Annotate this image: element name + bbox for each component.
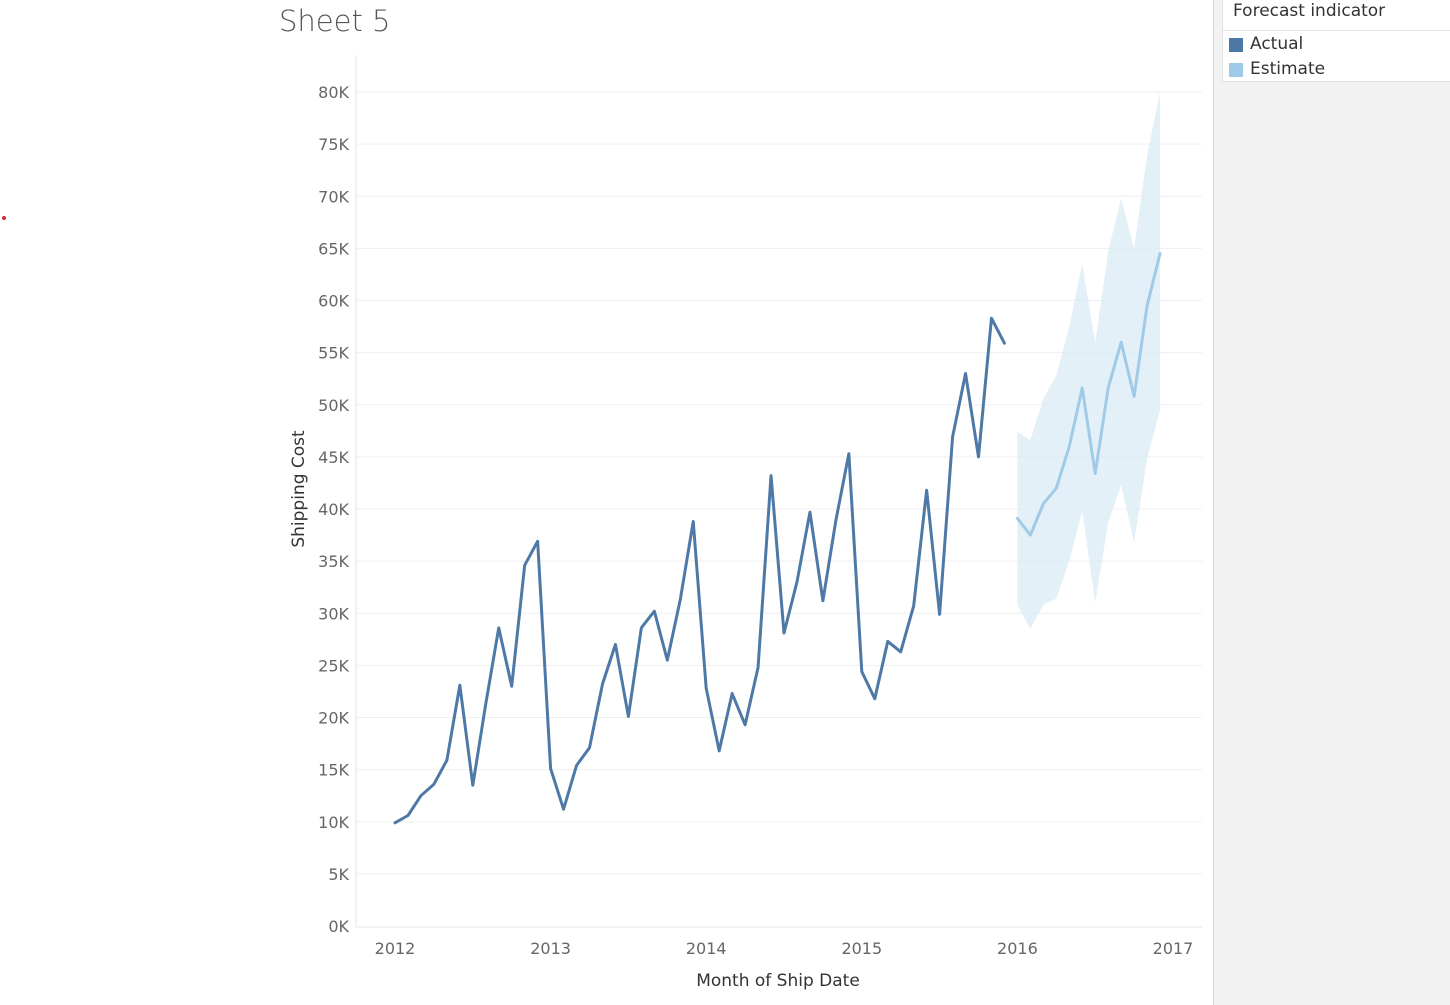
y-tick-label: 5K — [328, 865, 349, 884]
y-tick-label: 35K — [318, 552, 349, 571]
legend: Forecast indicator Actual Estimate — [1222, 0, 1450, 82]
y-tick-label: 25K — [318, 656, 349, 675]
y-tick-label: 15K — [318, 761, 349, 780]
x-tick-label: 2017 — [1153, 939, 1194, 958]
forecast-band — [1017, 92, 1161, 629]
right-sidebar — [1213, 0, 1450, 1005]
legend-title: Forecast indicator — [1233, 1, 1386, 21]
x-tick-label: 2016 — [997, 939, 1038, 958]
series-lines — [393, 252, 1162, 825]
y-tick-label: 65K — [318, 239, 349, 258]
legend-swatch-actual — [1229, 38, 1243, 52]
legend-label-estimate: Estimate — [1250, 59, 1326, 79]
x-axis-title: Month of Ship Date — [696, 971, 860, 991]
line-chart[interactable]: 0K 5K 10K 15K 20K 25K 30K 35K 40K 45K 50K 55K 60K 65K… — [0, 0, 1210, 1005]
y-tick-label: 30K — [318, 604, 349, 623]
y-tick-label: 50K — [318, 396, 349, 415]
y-axis-title: Shipping Cost — [289, 430, 309, 548]
series-line-actual[interactable] — [393, 316, 1006, 825]
x-tick-label: 2012 — [375, 939, 416, 958]
y-axis-ticks: 0K 5K 10K 15K 20K 25K 30K 35K 40K 45K 50K 55K 60K 65K… — [318, 83, 349, 936]
y-tick-label: 45K — [318, 448, 349, 467]
y-tick-label: 20K — [318, 709, 349, 728]
legend-swatch-estimate — [1229, 63, 1243, 77]
sheet-title: Sheet 5 — [279, 4, 391, 38]
x-tick-label: 2013 — [530, 939, 571, 958]
legend-divider — [1223, 30, 1450, 31]
x-axis-ticks: 2012 2013 2014 2015 2016 2017 — [375, 939, 1194, 958]
y-tick-label: 10K — [318, 813, 349, 832]
forecast-bands — [1017, 92, 1161, 629]
y-tick-label: 75K — [318, 135, 349, 154]
y-tick-label: 70K — [318, 187, 349, 206]
x-tick-label: 2015 — [841, 939, 882, 958]
legend-label-actual: Actual — [1250, 34, 1304, 54]
x-tick-label: 2014 — [686, 939, 727, 958]
y-tick-label: 40K — [318, 500, 349, 519]
series-line-estimate[interactable] — [1015, 252, 1162, 537]
y-tick-label: 60K — [318, 292, 349, 311]
y-tick-label: 0K — [328, 917, 349, 936]
marker-dot — [2, 216, 6, 220]
y-tick-label: 80K — [318, 83, 349, 102]
y-tick-label: 55K — [318, 344, 349, 363]
